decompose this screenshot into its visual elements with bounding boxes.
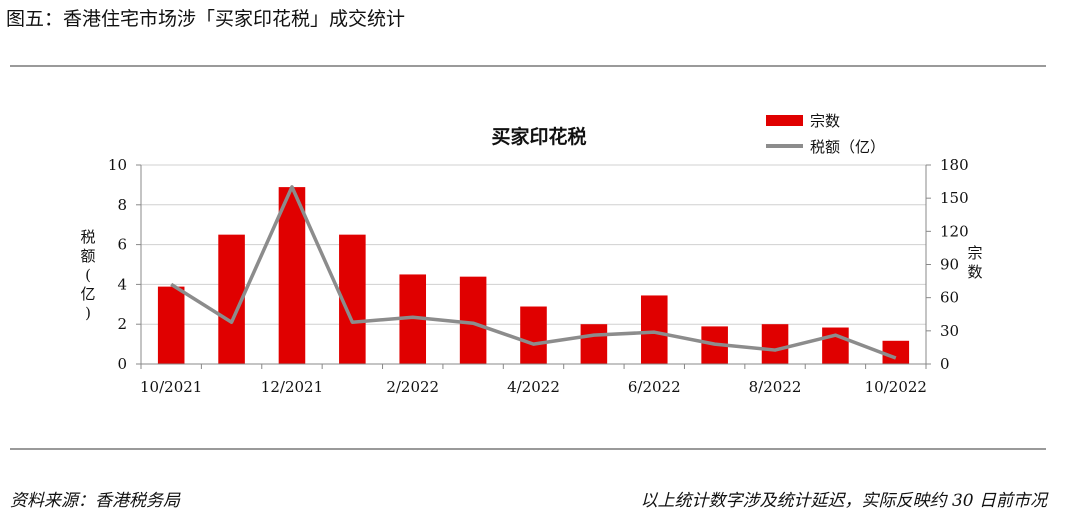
x-tick-label: 10/2021 bbox=[140, 378, 202, 396]
bar bbox=[520, 306, 547, 364]
legend: 宗数 税额（亿） bbox=[766, 112, 885, 156]
left-axis-label: 税额(亿) bbox=[80, 228, 95, 322]
right-tick-label: 150 bbox=[940, 189, 969, 207]
bar bbox=[580, 324, 608, 364]
right-axis-label: 宗数 bbox=[967, 244, 982, 281]
bottom-divider bbox=[10, 448, 1046, 450]
legend-line-label: 税额（亿） bbox=[810, 138, 885, 156]
x-tick-label: 6/2022 bbox=[628, 378, 681, 396]
left-tick-label: 6 bbox=[117, 236, 127, 254]
x-axis-ticks: 10/2021 12/2021 2/2022 4/2022 6/2022 8/2022 10… bbox=[140, 364, 927, 396]
delay-note: 以上统计数字涉及统计延迟，实际反映约 30 日前市况 bbox=[640, 491, 1047, 511]
chart-title: 买家印花税 bbox=[491, 125, 586, 148]
bar bbox=[761, 324, 789, 364]
line-series bbox=[170, 185, 897, 360]
left-tick-label: 4 bbox=[117, 275, 127, 293]
bar bbox=[157, 286, 185, 364]
x-tick-label: 4/2022 bbox=[507, 378, 560, 396]
x-tick-label: 2/2022 bbox=[386, 378, 439, 396]
legend-bar-swatch bbox=[766, 115, 803, 126]
left-tick-label: 10 bbox=[108, 156, 127, 174]
bar bbox=[822, 327, 849, 364]
bar bbox=[640, 295, 668, 364]
bar-series bbox=[157, 187, 910, 364]
figure-title: 图五：香港住宅市场涉「买家印花税」成交统计 bbox=[6, 8, 406, 30]
right-tick-label: 30 bbox=[940, 322, 959, 340]
x-tick-label: 8/2022 bbox=[749, 378, 802, 396]
legend-bar-label: 宗数 bbox=[810, 112, 840, 130]
source-note: 资料来源：香港税务局 bbox=[10, 491, 180, 511]
right-tick-label: 90 bbox=[940, 256, 959, 274]
right-tick-label: 60 bbox=[940, 289, 959, 307]
left-tick-label: 2 bbox=[117, 315, 127, 333]
bar bbox=[459, 276, 487, 364]
x-tick-label: 12/2021 bbox=[261, 378, 323, 396]
x-tick-label: 10/2022 bbox=[865, 378, 927, 396]
left-tick-label: 0 bbox=[117, 355, 127, 373]
right-tick-label: 120 bbox=[940, 222, 969, 240]
bar bbox=[882, 340, 910, 364]
left-axis-ticks: 0 2 4 6 8 10 bbox=[108, 156, 141, 373]
top-divider bbox=[10, 65, 1046, 67]
left-tick-label: 8 bbox=[117, 196, 127, 214]
right-axis-ticks: 0 30 60 90 120 150 180 bbox=[926, 156, 969, 373]
right-tick-label: 180 bbox=[940, 156, 969, 174]
tax-amount-line bbox=[170, 185, 897, 360]
bar bbox=[278, 187, 306, 364]
right-tick-label: 0 bbox=[940, 355, 950, 373]
